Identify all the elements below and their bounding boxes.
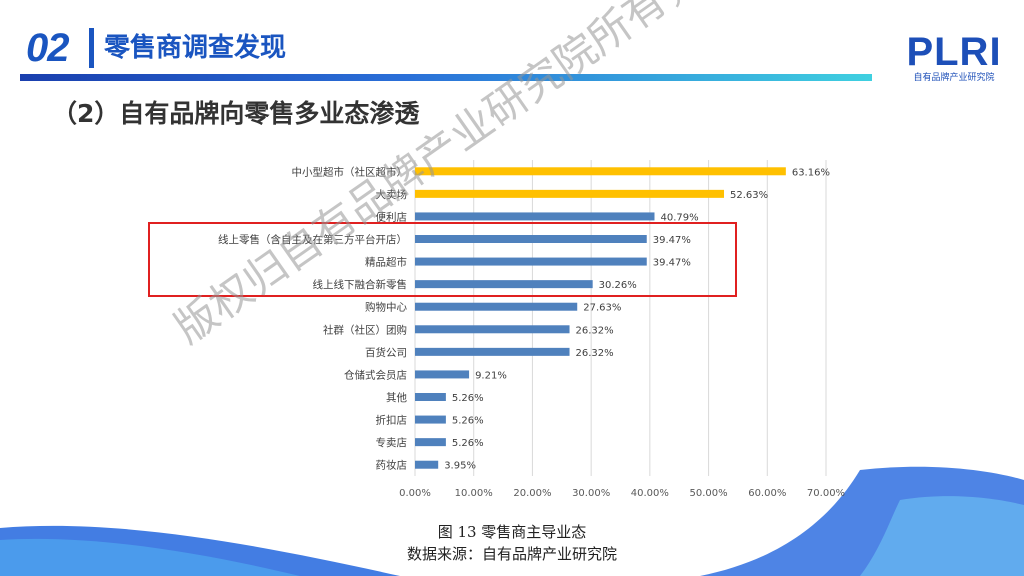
section-title: 零售商调查发现	[104, 33, 287, 63]
x-tick-label: 10.00%	[455, 488, 493, 499]
category-label: 药妆店	[376, 459, 408, 472]
category-label: 折扣店	[376, 414, 408, 427]
bar-8	[415, 325, 570, 334]
bar-1	[415, 167, 786, 176]
value-label: 26.32%	[576, 348, 614, 359]
bar-5	[415, 257, 647, 266]
x-tick-label: 40.00%	[631, 488, 669, 499]
bar-12	[415, 415, 446, 424]
value-label: 40.79%	[660, 212, 698, 223]
value-label: 5.26%	[452, 438, 484, 449]
x-tick-label: 50.00%	[690, 488, 728, 499]
x-tick-label: 60.00%	[748, 488, 786, 499]
category-label: 便利店	[376, 210, 408, 223]
bar-14	[415, 460, 439, 469]
category-label: 中小型超市（社区超市）	[292, 165, 408, 178]
x-tick-label: 30.00%	[572, 488, 610, 499]
value-label: 63.16%	[792, 167, 830, 178]
figure-caption: 图 13 零售商主导业态	[437, 523, 587, 541]
data-source: 数据来源：自有品牌产业研究院	[406, 545, 617, 563]
value-label: 39.47%	[653, 258, 691, 269]
bar-2	[415, 189, 725, 198]
category-label: 大卖场	[376, 188, 408, 201]
x-tick-label: 70.00%	[807, 488, 845, 499]
category-label: 百货公司	[365, 346, 407, 359]
category-label: 线上零售（含自主及在第三方平台开店）	[218, 233, 407, 246]
category-label: 线上线下融合新零售	[313, 278, 408, 291]
category-label: 专卖店	[376, 436, 408, 449]
bar-3	[415, 212, 655, 221]
bar-7	[415, 302, 578, 311]
bar-9	[415, 347, 570, 356]
category-label: 仓储式会员店	[344, 368, 407, 381]
category-label: 购物中心	[365, 301, 407, 314]
chart-labels: 0.00% 10.00% 20.00% 30.00% 40.00% 50.00% 60.00…	[218, 165, 845, 499]
category-label: 其他	[386, 391, 407, 404]
chart-bars	[415, 167, 786, 469]
x-tick-label: 20.00%	[513, 488, 551, 499]
value-label: 3.95%	[444, 461, 476, 472]
x-tick-label: 0.00%	[399, 488, 431, 499]
bar-4	[415, 235, 647, 243]
section-number: 02	[26, 26, 69, 70]
bar-10	[415, 370, 470, 379]
value-label: 30.26%	[599, 280, 637, 291]
category-label: 社群（社区）团购	[323, 323, 407, 336]
value-label: 26.32%	[576, 325, 614, 336]
value-label: 9.21%	[475, 370, 507, 381]
value-label: 39.47%	[653, 235, 691, 246]
value-label: 5.26%	[452, 416, 484, 427]
header-gradient-line	[20, 74, 872, 81]
value-label: 27.63%	[583, 303, 621, 314]
category-label: 精品超市	[365, 256, 407, 269]
bar-11	[415, 393, 446, 401]
logo-subtitle: 自有品牌产业研究院	[913, 73, 995, 83]
bar-13	[415, 438, 446, 447]
plri-logo: PLRI 自有品牌产业研究院	[904, 32, 1004, 84]
chart-gridlines	[414, 160, 827, 476]
logo-wordmark: PLRI	[906, 30, 1002, 74]
value-label: 5.26%	[452, 393, 484, 404]
section-divider	[89, 28, 94, 68]
slide-subtitle: （2）自有品牌向零售多业态渗透	[52, 99, 420, 128]
bar-6	[415, 280, 593, 289]
highlight-box	[148, 222, 737, 297]
value-label: 52.63%	[730, 190, 768, 201]
